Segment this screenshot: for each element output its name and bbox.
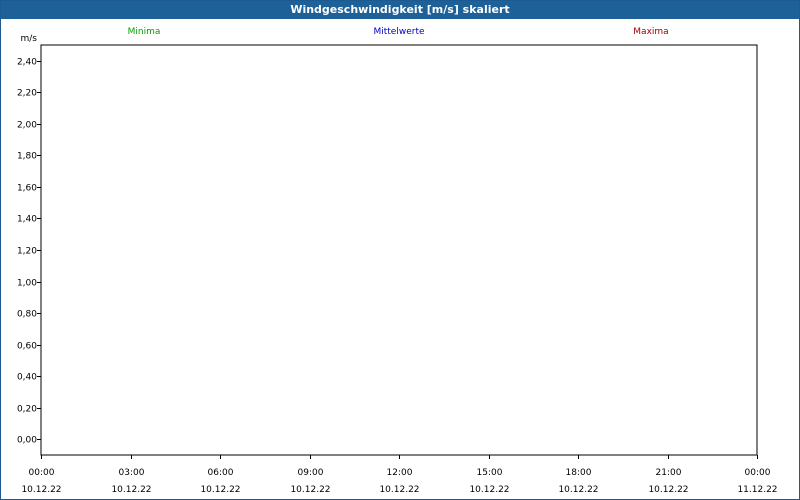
wind-speed-chart: 2,40 2,20 2,00 1,80 1,60 1,40 1,20 1,00 0,80 0,60…	[17, 27, 778, 495]
tick-labels: 2,40 2,20 2,00 1,80 1,60 1,40 1,20 1,00 0,80 0,60…	[17, 34, 778, 495]
y-tick-label: 1,60	[17, 184, 37, 194]
legend-mittelwerte: Mittelwerte	[373, 27, 424, 37]
y-tick-label: 1,00	[17, 279, 37, 289]
x-tick-time: 12:00	[387, 468, 413, 478]
x-tick-time: 00:00	[745, 468, 771, 478]
legend-minima: Minima	[128, 27, 161, 37]
x-tick-time: 18:00	[566, 468, 592, 478]
y-tick-label: 0,60	[17, 342, 37, 352]
plot-area	[40, 44, 758, 456]
x-tick-date: 10.12.22	[469, 485, 509, 495]
x-tick-time: 00:00	[29, 468, 55, 478]
y-tick-label: 2,40	[17, 58, 37, 68]
chart-title: Windgeschwindigkeit [m/s] skaliert	[1, 1, 799, 19]
x-tick-time: 06:00	[208, 468, 234, 478]
y-tick-label: 1,20	[17, 247, 37, 257]
y-tick-label: 2,00	[17, 121, 37, 131]
y-tick-label: 1,40	[17, 215, 37, 225]
x-tick-time: 03:00	[119, 468, 145, 478]
y-tick-label: 1,80	[17, 152, 37, 162]
y-tick-label: 0,20	[17, 405, 37, 415]
y-tick-label: 0,00	[17, 436, 37, 446]
x-tick-date: 10.12.22	[379, 485, 419, 495]
x-tick-date: 10.12.22	[111, 485, 151, 495]
y-tick-label: 2,20	[17, 89, 37, 99]
x-tick-date: 10.12.22	[290, 485, 330, 495]
x-tick-time: 09:00	[298, 468, 324, 478]
x-tick-date: 10.12.22	[21, 485, 61, 495]
x-tick-time: 21:00	[656, 468, 682, 478]
legend: Minima Mittelwerte Maxima	[128, 27, 669, 37]
y-tick-label: 0,40	[17, 373, 37, 383]
x-tick-date: 10.12.22	[200, 485, 240, 495]
x-tick-time: 15:00	[477, 468, 503, 478]
x-tick-date: 10.12.22	[648, 485, 688, 495]
x-tick-date: 11.12.22	[737, 485, 777, 495]
y-axis-unit: m/s	[21, 34, 38, 44]
x-tick-date: 10.12.22	[558, 485, 598, 495]
axes	[37, 44, 758, 459]
legend-maxima: Maxima	[633, 27, 668, 37]
y-tick-label: 0,80	[17, 310, 37, 320]
